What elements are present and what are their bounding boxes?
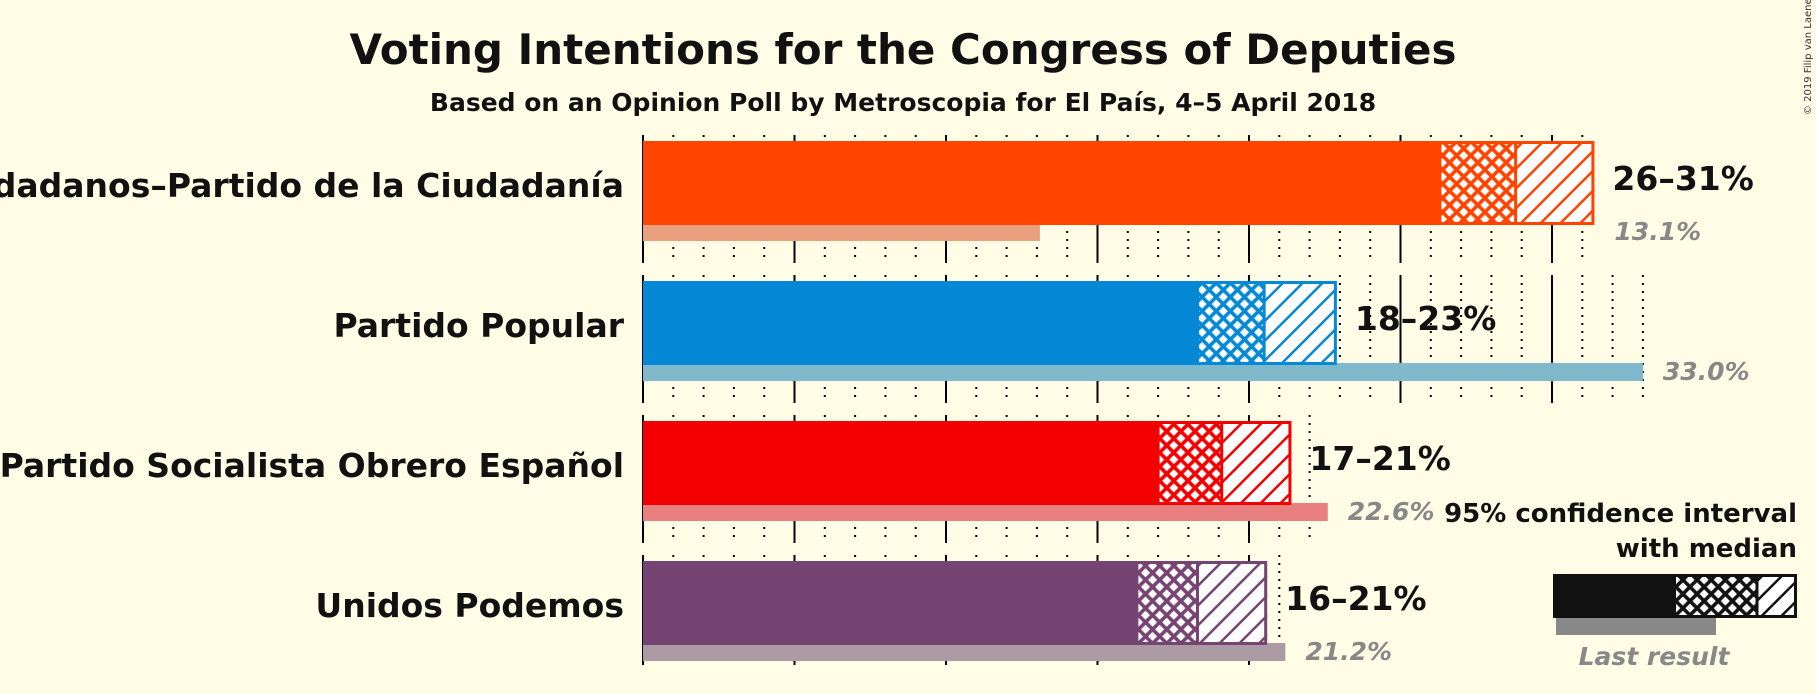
ci-outline	[1195, 281, 1337, 365]
legend-cross-swatch	[1676, 574, 1757, 618]
last-result-bar	[643, 643, 1286, 661]
last-result-label: 33.0%	[1663, 357, 1750, 386]
party-bars: Ciudadanos–Partido de la Ciudadanía 26–31…	[0, 141, 1754, 666]
range-label: 16–21%	[1285, 579, 1426, 618]
party-row: Partido Popular 18–23% 33.0%	[333, 281, 1750, 386]
last-result-label: 22.6%	[1348, 497, 1435, 526]
solid-bar	[643, 421, 1159, 505]
party-row: Unidos Podemos 16–21% 21.2%	[315, 561, 1427, 666]
party-label: Partido Socialista Obrero Español	[0, 446, 624, 485]
last-result-bar	[643, 363, 1643, 381]
party-row: Partido Socialista Obrero Español 17–21% 2…	[0, 421, 1451, 526]
legend-last-label: Last result	[1579, 642, 1731, 671]
ci-upper-segment	[1264, 281, 1337, 365]
ci-lower-segment	[1197, 281, 1265, 365]
last-result-label: 13.1%	[1614, 217, 1701, 246]
legend-hatch-swatch	[1757, 574, 1797, 618]
ci-upper-segment	[1221, 421, 1292, 505]
ci-lower-segment	[1158, 421, 1222, 505]
ci-upper-segment	[1197, 561, 1268, 645]
ci-outline	[1156, 421, 1292, 505]
copyright-text: © 2019 Filip van Laenen	[1803, 0, 1814, 115]
ci-lower-segment	[1439, 141, 1516, 225]
chart-subtitle: Based on an Opinion Poll by Metroscopia …	[430, 88, 1376, 117]
range-label: 26–31%	[1612, 159, 1753, 198]
range-label: 18–23%	[1355, 299, 1496, 338]
ci-outline	[1135, 561, 1268, 645]
solid-bar	[643, 561, 1137, 645]
ci-lower-segment	[1136, 561, 1198, 645]
last-result-bar	[643, 223, 1040, 241]
party-label: Ciudadanos–Partido de la Ciudadanía	[0, 166, 624, 205]
chart-title: Voting Intentions for the Congress of De…	[350, 25, 1457, 74]
legend-title-line1: 95% confidence interval	[1444, 499, 1797, 529]
legend-solid-swatch	[1553, 574, 1676, 618]
party-label: Partido Popular	[333, 306, 624, 345]
legend-outline	[1553, 574, 1797, 618]
party-row: Ciudadanos–Partido de la Ciudadanía 26–31…	[0, 141, 1754, 246]
ci-upper-segment	[1515, 141, 1595, 225]
last-result-label: 21.2%	[1305, 637, 1392, 666]
range-label: 17–21%	[1309, 439, 1450, 478]
legend: 95% confidence interval with median Last r…	[1444, 499, 1797, 671]
party-label: Unidos Podemos	[315, 586, 624, 625]
last-result-bar	[643, 503, 1328, 521]
solid-bar	[643, 281, 1198, 365]
legend-title-line2: with median	[1616, 534, 1797, 564]
solid-bar	[643, 141, 1440, 225]
